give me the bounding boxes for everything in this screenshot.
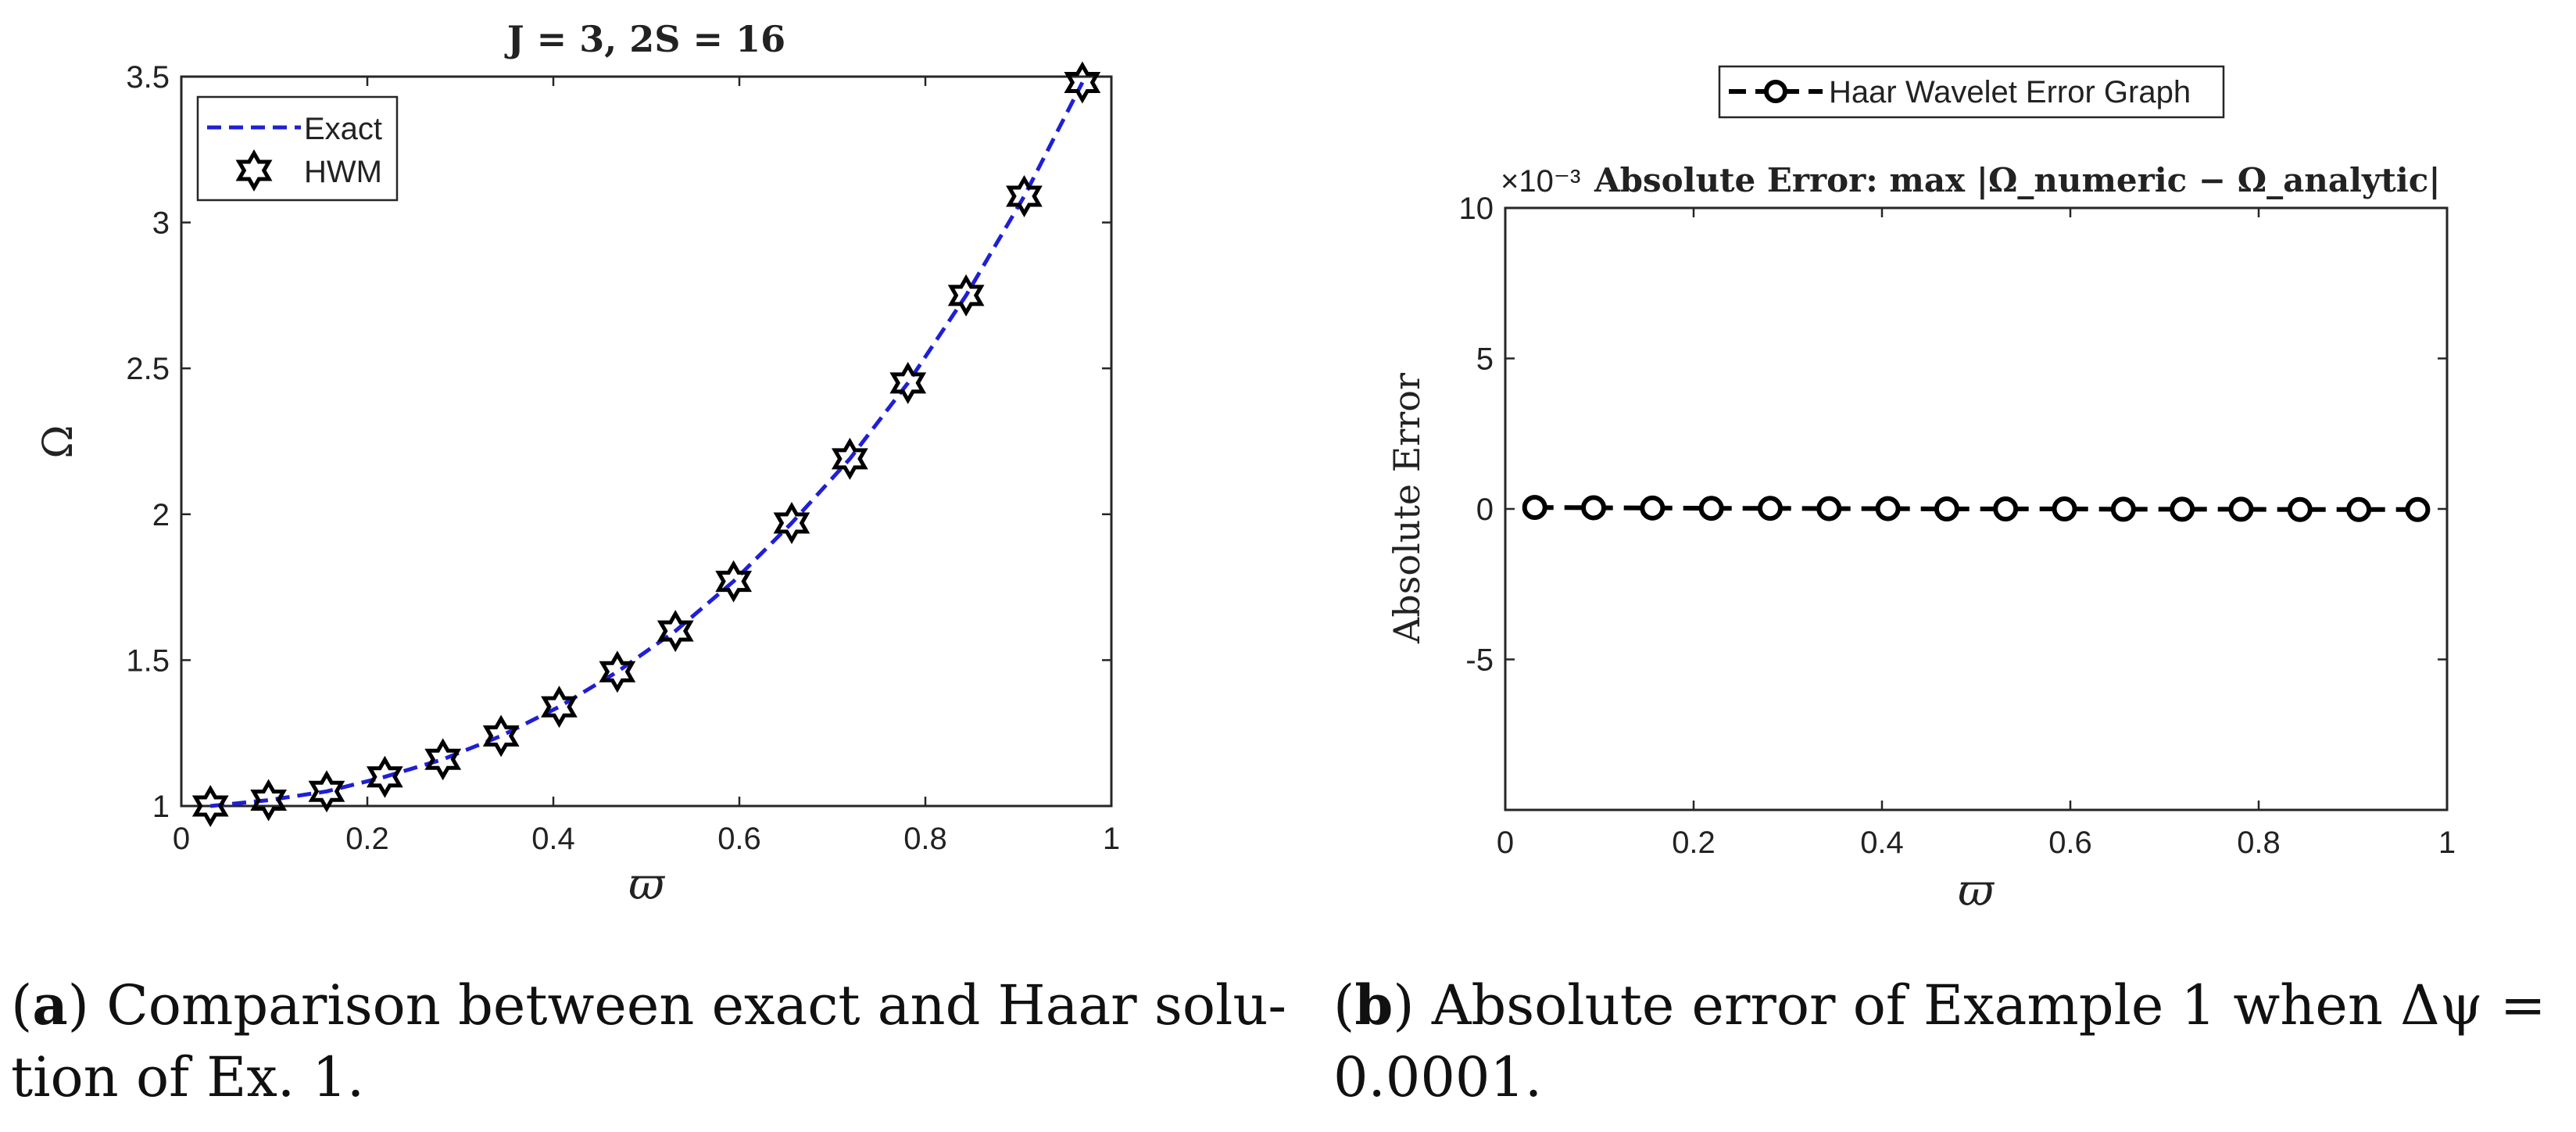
- error-point: [1640, 495, 1665, 521]
- caption-b: (b) Absolute error of Example 1 when Δψ …: [1333, 973, 2546, 1109]
- y-tick-label: 3: [152, 206, 170, 241]
- x-tick-label: 0.2: [1672, 826, 1716, 860]
- chart-b-legend: Haar Wavelet Error Graph: [1718, 65, 2225, 119]
- y-tick-label: 2.5: [126, 352, 170, 386]
- error-point: [2287, 496, 2313, 522]
- legend-label-hwm: HWM: [304, 155, 382, 189]
- chart-a-marks: [191, 61, 1101, 828]
- chart-a-xlabel: ϖ: [628, 859, 665, 910]
- caption-b-label: b: [1354, 973, 1394, 1037]
- caption-b-line2: 0.0001.: [1333, 1045, 1543, 1109]
- chart-a-legend: Exact HWM: [196, 95, 399, 202]
- chart-panel-b: ×10⁻³ Absolute Error: max |Ω_numeric − Ω…: [1386, 65, 2456, 916]
- x-tick-label: 0.8: [2237, 826, 2281, 860]
- error-point: [1934, 496, 1959, 521]
- error-point: [2228, 496, 2254, 522]
- y-tick-label: 1.5: [126, 643, 170, 678]
- x-tick-label: 0.6: [2048, 826, 2092, 860]
- hwm-point: [715, 560, 753, 603]
- caption-b-line1: Absolute error of Example 1 when Δψ =: [1414, 973, 2546, 1037]
- hwm-point: [424, 738, 462, 781]
- caption-a-line1: Comparison between exact and Haar solu-: [88, 973, 1287, 1037]
- chart-a-ylabel: Ω: [35, 424, 82, 458]
- hwm-point: [541, 686, 578, 729]
- hwm-point: [657, 610, 694, 653]
- y-tick-label: 10: [1459, 192, 1494, 226]
- x-tick-label: 0: [1497, 826, 1514, 860]
- error-point: [1816, 496, 1842, 521]
- x-tick-label: 0.6: [717, 822, 761, 856]
- series-line-exact: [209, 81, 1085, 808]
- hwm-point: [191, 784, 229, 828]
- hwm-point: [1064, 61, 1101, 104]
- chart-b-xlabel: ϖ: [1958, 865, 1995, 916]
- chart-panel-a: J = 3, 2S = 16 Ω ϖ 0 0.2 0.4 0.6 0.8 1 1 1.5 2 2.…: [35, 18, 1120, 910]
- error-point: [2052, 496, 2077, 521]
- chart-b-exponent: ×10⁻³: [1501, 164, 1580, 199]
- y-tick-label: -5: [1465, 643, 1494, 678]
- hwm-point: [308, 770, 345, 813]
- chart-b-marks: [1522, 495, 2431, 522]
- error-point: [1698, 496, 1724, 521]
- error-point: [1993, 496, 2019, 521]
- y-tick-label: 0: [1476, 493, 1494, 527]
- legend-circle-marker: [1764, 80, 1787, 103]
- y-tick-label: 2: [152, 498, 170, 532]
- legend-box: [1718, 65, 2225, 119]
- hwm-point: [773, 501, 810, 545]
- error-point: [2110, 496, 2136, 522]
- error-point: [1522, 495, 1547, 521]
- x-tick-label: 0.4: [1860, 826, 1904, 860]
- chart-b-title: Absolute Error: max |Ω_numeric − Ω_analy…: [1594, 161, 2441, 199]
- legend-label-error: Haar Wavelet Error Graph: [1829, 75, 2191, 109]
- chart-a-ticks: 0 0.2 0.4 0.6 0.8 1 1 1.5 2 2.5 3 3.5: [126, 60, 1120, 856]
- chart-b-ylabel: Absolute Error: [1386, 373, 1428, 644]
- error-point: [1757, 496, 1783, 521]
- x-tick-label: 0.4: [531, 822, 575, 856]
- hwm-point: [889, 361, 927, 404]
- caption-a-line2: tion of Ex. 1.: [11, 1045, 365, 1109]
- error-point: [1581, 495, 1607, 521]
- error-point: [2170, 496, 2195, 522]
- error-point: [1875, 496, 1901, 521]
- caption-a: (a) Comparison between exact and Haar so…: [11, 973, 1287, 1109]
- x-tick-label: 0.2: [345, 822, 389, 856]
- hexagram-icon: [235, 149, 273, 192]
- error-point: [2346, 496, 2372, 522]
- caption-a-label: a: [32, 973, 68, 1037]
- hwm-point: [366, 755, 403, 798]
- legend-label-exact: Exact: [304, 112, 382, 146]
- legend-box: [196, 95, 399, 202]
- y-tick-label: 1: [152, 790, 170, 824]
- y-tick-label: 3.5: [126, 60, 170, 95]
- chart-a-title: J = 3, 2S = 16: [504, 18, 785, 60]
- hwm-point: [599, 650, 636, 693]
- y-tick-label: 5: [1476, 342, 1494, 377]
- x-tick-label: 1: [2438, 826, 2456, 860]
- x-tick-label: 1: [1103, 822, 1120, 856]
- hwm-point: [831, 437, 868, 480]
- hwm-point: [482, 715, 520, 758]
- hwm-point: [947, 274, 985, 317]
- error-point: [2405, 496, 2431, 522]
- chart-b-ticks: 0 0.2 0.4 0.6 0.8 1 10 5 0 -5: [1459, 192, 2456, 860]
- x-tick-label: 0.8: [903, 822, 947, 856]
- hwm-point: [1006, 174, 1043, 218]
- hwm-point: [250, 779, 288, 822]
- x-tick-label: 0: [173, 822, 190, 856]
